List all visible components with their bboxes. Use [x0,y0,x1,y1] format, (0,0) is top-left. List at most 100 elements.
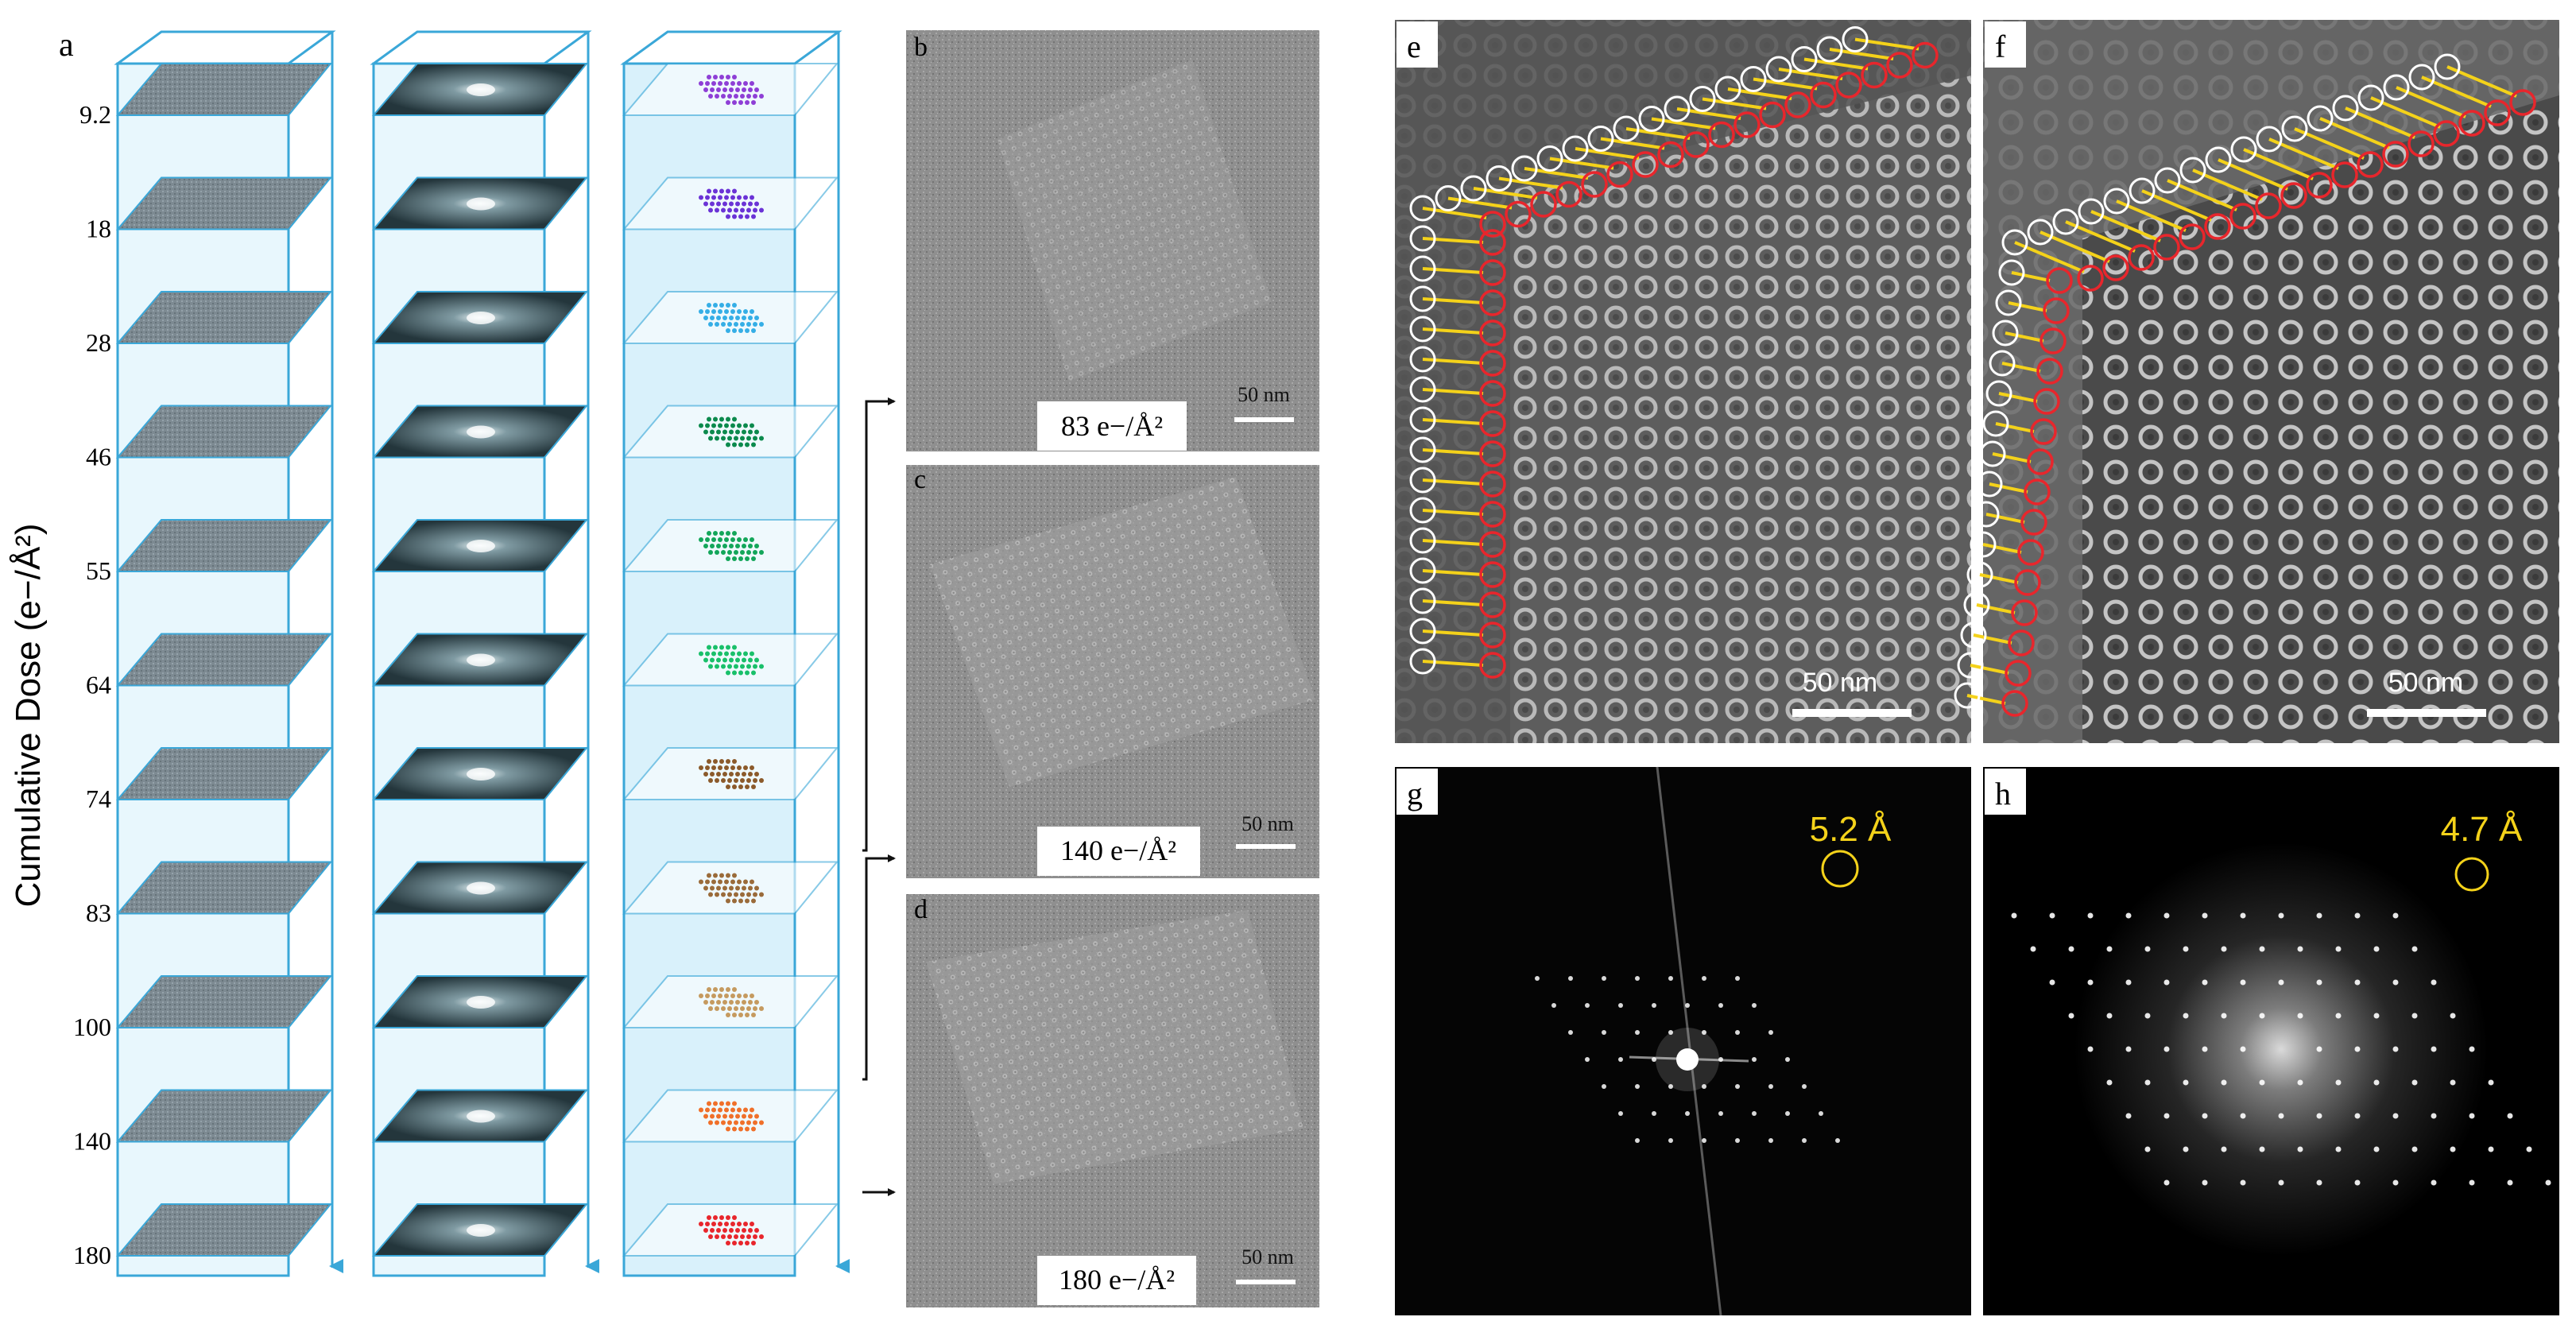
diffraction-spot [727,892,732,897]
diffraction-spot [732,556,737,561]
fft-spot [2106,1079,2113,1086]
fft-spot [2221,1146,2227,1152]
fft-spot [2354,912,2361,919]
diffraction-spot [745,898,750,904]
diffraction-spot [730,879,735,885]
fft-spot [1735,1030,1740,1035]
crystal-c [930,477,1315,787]
diffraction-spot [751,1126,756,1132]
initial-position-circle [2256,126,2283,153]
displacement-arrow [1753,77,1818,91]
fft-spot [2106,946,2113,952]
diffraction-spot [734,550,738,555]
final-position-circle [1733,111,1761,138]
fft-spot [2278,912,2284,919]
initial-position-circle [2434,53,2461,80]
fft-spot [2297,1146,2303,1152]
diffraction-spot [703,657,708,663]
diffraction-spot [743,1107,748,1113]
fft-spot [2278,979,2284,986]
final-position-circle [1784,91,1811,118]
diffraction-spot [705,765,710,770]
diffraction-spot [743,195,748,200]
diffraction-spot [718,993,722,998]
diffraction-spot [753,778,757,783]
final-position-circle [2036,358,2063,385]
diffraction-spot [737,537,742,542]
fft-spot [2469,1046,2475,1052]
diffraction-spot [710,429,715,435]
diffraction-spot [721,1234,726,1239]
fft-spot [1551,1003,1556,1008]
diffraction-spot [710,772,715,777]
diffraction-spot [710,1114,715,1119]
fft-spot [1718,1111,1723,1116]
fft-spot [2163,1179,2170,1186]
diffraction-spot [726,1241,730,1245]
stack-top [620,30,843,65]
diffraction-spot [759,1234,764,1239]
fft-spot [1802,1084,1807,1089]
final-position-circle [2509,89,2536,116]
fft-spot [2125,1046,2132,1052]
arrow-to-b [862,397,896,852]
diffraction-spot [740,1006,745,1011]
diffraction-spot [718,195,722,200]
diffraction-spot [745,784,750,789]
diffraction-spot [751,670,756,676]
initial-position-circle [1740,66,1767,92]
fft-spot [2087,912,2094,919]
diffraction-spot [746,94,751,99]
diffraction-spot [724,195,729,200]
diffraction-spot [750,879,754,885]
final-position-circle [1479,591,1506,618]
fft-spot [2297,1079,2303,1086]
fft-spot [2488,1146,2494,1152]
initial-position-circle [1409,346,1436,373]
diffraction-spot [711,537,716,542]
fft-spot [1768,1030,1773,1035]
diffraction-spot [734,1120,738,1125]
initial-position-circle [1409,436,1436,463]
displacement-arrow [1422,237,1484,244]
fft-spot [2450,1146,2456,1152]
final-position-circle [2153,234,2180,261]
diffraction-spot [738,100,743,105]
diffraction-spot [703,1000,708,1005]
fft-center [467,540,495,552]
diffraction-spot [716,201,721,207]
fft-spot [2259,1146,2265,1152]
displacement-arrow [2005,331,2044,343]
diffraction-spot [727,550,732,555]
diffraction-spot [743,309,748,314]
fft-spot [2316,1113,2322,1119]
initial-position-circle [2154,167,2181,194]
fft-spots-h [2011,912,2551,1186]
stack-slice [115,519,333,572]
diffraction-spot [735,1000,740,1005]
fft-spot [1685,1111,1690,1116]
displacement-arrow [1422,267,1484,274]
diffraction-spot [745,1126,750,1132]
displacement-arrow [1600,137,1665,150]
diffraction-spot [730,1222,735,1226]
scale-bar-d [1236,1280,1296,1284]
fft-spot [2202,1046,2208,1052]
diffraction-spot [699,195,703,200]
fft-spot [1668,976,1673,981]
fft-spot [2316,979,2322,986]
fft-spot [1635,1138,1640,1143]
diffraction-spot [705,423,710,428]
diffraction-spot [735,1228,740,1233]
diffraction-spot [753,892,757,897]
diffraction-spot [705,1222,710,1226]
diffraction-spot [738,670,743,676]
fft-spot [1668,1084,1673,1089]
final-position-circle [2179,223,2206,250]
stack-slice [115,176,333,230]
diffraction-spot [722,657,727,663]
panel-c: c 140 e−/Å² 50 nm [906,465,1319,878]
initial-position-circle [1966,561,1993,588]
fft-spot [2392,1179,2399,1186]
diffraction-spot [732,873,737,878]
